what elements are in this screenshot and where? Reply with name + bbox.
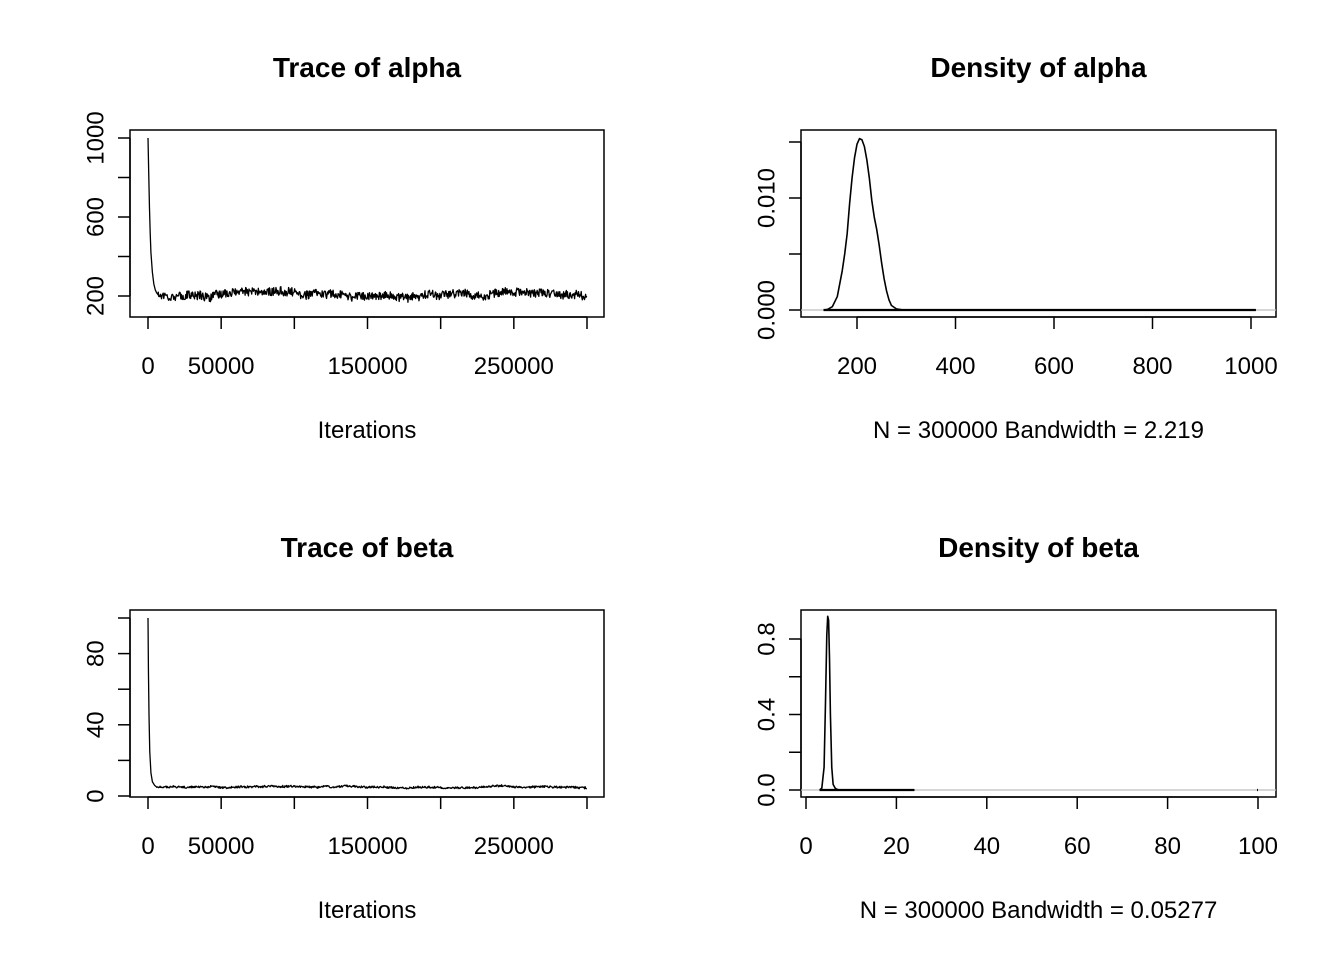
chart-title: Density of beta	[938, 532, 1139, 563]
chart-title: Trace of alpha	[273, 52, 462, 83]
x-tick-label: 1000	[1224, 353, 1277, 380]
x-tick-label: 600	[1034, 353, 1074, 380]
x-axis-label: N = 300000 Bandwidth = 2.219	[873, 417, 1204, 444]
y-tick-label: 0	[83, 789, 110, 802]
x-tick-label: 40	[973, 833, 1000, 860]
y-tick-label: 0.010	[754, 168, 781, 228]
plot-frame	[800, 609, 1277, 798]
x-tick-label: 80	[1154, 833, 1181, 860]
y-tick-label: 0.4	[754, 698, 781, 731]
plot-frame	[800, 129, 1277, 318]
y-tick-label: 0.0	[754, 773, 781, 806]
x-tick-label: 100	[1238, 833, 1278, 860]
x-tick-label: 250000	[474, 833, 554, 860]
plot-frame	[129, 609, 605, 798]
x-axis-label: Iterations	[318, 897, 417, 924]
panel-trace-alpha: Trace of alpha 0 50000 150000 250000 200 600 10…	[83, 52, 605, 444]
panel-trace-beta: Trace of beta 0 50000 150000 250000 0 40 80 Iter…	[83, 532, 605, 924]
x-tick-label: 50000	[188, 353, 255, 380]
x-tick-label: 200	[837, 353, 877, 380]
y-tick-label: 200	[83, 276, 110, 316]
y-tick-label: 1000	[83, 111, 110, 164]
y-tick-label: 40	[83, 711, 110, 738]
x-tick-label: 0	[141, 353, 154, 380]
x-tick-label: 50000	[188, 833, 255, 860]
density-curve	[823, 137, 1256, 311]
x-axis-label: N = 300000 Bandwidth = 0.05277	[860, 897, 1218, 924]
x-tick-label: 150000	[327, 353, 407, 380]
chart-title: Density of alpha	[930, 52, 1147, 83]
plot-frame	[129, 129, 605, 318]
x-tick-label: 400	[935, 353, 975, 380]
x-tick-label: 20	[883, 833, 910, 860]
y-tick-label: 0.000	[754, 280, 781, 340]
panel-density-beta: Density of beta 0 20 40 60 80 100 0.0 0.4 0.8 N = …	[754, 532, 1279, 924]
chart-title: Trace of beta	[281, 532, 454, 563]
panel-density-alpha: Density of alpha 200 400 600 800 1000 0.000 0.0…	[754, 52, 1278, 444]
x-tick-label: 800	[1132, 353, 1172, 380]
trace-line-alpha	[147, 137, 588, 303]
x-tick-label: 250000	[474, 353, 554, 380]
density-curve	[819, 615, 915, 791]
y-tick-label: 600	[83, 197, 110, 237]
trace-line-beta	[147, 617, 587, 790]
x-axis-label: Iterations	[318, 417, 417, 444]
x-tick-label: 0	[141, 833, 154, 860]
x-tick-label: 60	[1064, 833, 1091, 860]
y-tick-label: 0.8	[754, 622, 781, 655]
y-tick-label: 80	[83, 640, 110, 667]
x-tick-label: 0	[799, 833, 812, 860]
x-tick-label: 150000	[327, 833, 407, 860]
